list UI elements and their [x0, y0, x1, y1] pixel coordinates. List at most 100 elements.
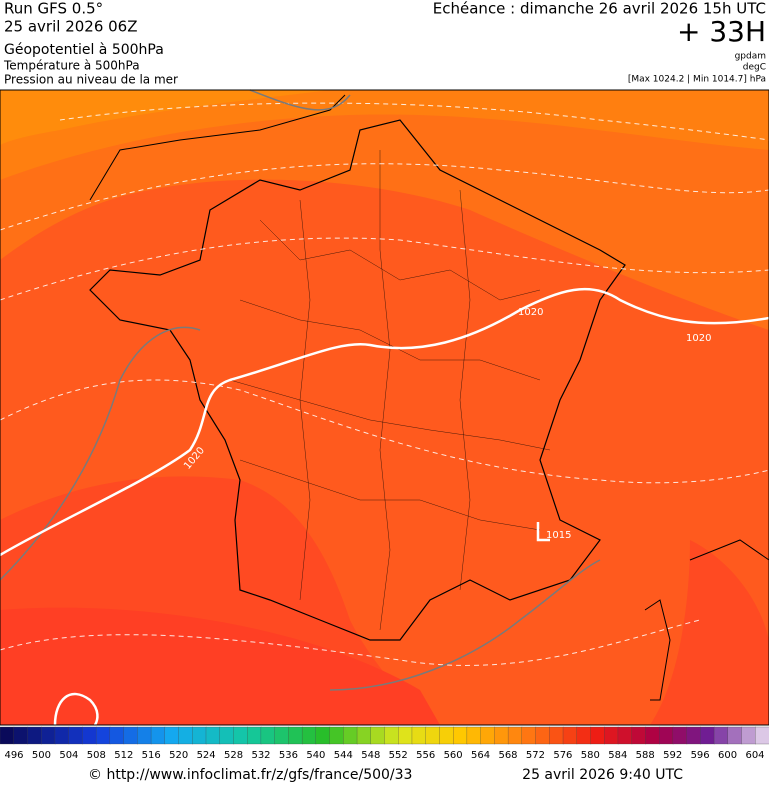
footer-generated: 25 avril 2026 9:40 UTC [522, 767, 683, 783]
colorbar-tick-label: 524 [197, 750, 216, 761]
colorbar-tick-label: 544 [334, 750, 353, 761]
map: 1020 1020 1020 1015 [0, 89, 769, 726]
colorbar-tick-label: 508 [87, 750, 106, 761]
colorbar-swatch [658, 726, 674, 745]
colorbar-swatch [713, 726, 729, 745]
field-band [0, 90, 330, 145]
colorbar-swatch [274, 726, 290, 745]
colorbar-swatch [576, 726, 592, 745]
colorbar-tick-label: 516 [142, 750, 161, 761]
colorbar-swatch [507, 726, 523, 745]
colorbar-swatch [590, 726, 605, 745]
colorbar-tick-label: 512 [114, 750, 133, 761]
colorbar-tick-label: 580 [581, 750, 600, 761]
colorbar-swatch [755, 726, 769, 745]
colorbar-tick-label: 596 [691, 750, 710, 761]
colorbar-tick-label: 552 [389, 750, 408, 761]
colorbar-swatch [411, 726, 427, 745]
colorbar-swatch [95, 726, 111, 745]
colorbar-tick-label: 504 [59, 750, 78, 761]
colorbar-swatch [123, 726, 138, 745]
colorbar-swatch [150, 726, 166, 745]
colorbar-tick-label: 576 [553, 750, 572, 761]
colorbar-swatch [41, 726, 56, 745]
colorbar-tick-label: 528 [224, 750, 243, 761]
colorbar-swatch [178, 726, 193, 745]
colorbar-tick-label: 536 [279, 750, 298, 761]
colorbar-swatch [288, 726, 303, 745]
valid-time: Echéance : dimanche 26 avril 2026 15h UT… [433, 0, 766, 18]
colorbar-tick-label: 600 [718, 750, 737, 761]
unit-geo: gpdam [735, 52, 766, 62]
colorbar-swatch [54, 726, 70, 745]
colorbar-swatch [370, 726, 386, 745]
isobar-label: 1020 [518, 307, 543, 318]
unit-temp: degC [743, 63, 766, 73]
field-main: Géopotentiel à 500hPa [4, 42, 164, 58]
colorbar-swatch [68, 726, 84, 745]
colorbar-tick-label: 520 [169, 750, 188, 761]
isobar-label: 1015 [546, 530, 571, 541]
colorbar-swatch [384, 726, 399, 745]
colorbar-swatch [398, 726, 413, 745]
colorbar-tick-label: 548 [361, 750, 380, 761]
departments [229, 150, 551, 631]
colorbar-swatch [192, 726, 207, 745]
colorbar-swatch [466, 726, 482, 745]
france-outline [89, 119, 626, 641]
colorbar-swatch [453, 726, 468, 745]
colorbar-tick-label: 588 [636, 750, 655, 761]
colorbar-swatch [260, 726, 276, 745]
colorbar-swatch [631, 726, 647, 745]
colorbar-swatch [686, 726, 701, 745]
lead-time: + 33H [677, 15, 766, 48]
colorbar-swatch [356, 726, 372, 745]
colorbar-tick-label: 496 [4, 750, 23, 761]
colorbar-tick-label: 592 [663, 750, 682, 761]
colorbar-swatch [727, 726, 743, 745]
isobars [0, 287, 769, 726]
colorbar-tick-label: 532 [251, 750, 270, 761]
run: Run GFS 0.5° [4, 0, 103, 18]
temperature-contours [0, 102, 769, 666]
colorbar-swatch [82, 726, 97, 745]
colorbar-tick-label: 568 [498, 750, 517, 761]
colorbar-swatch [480, 726, 496, 745]
colorbar-swatch [439, 726, 454, 745]
colorbar-swatch [617, 726, 633, 745]
colorbar-swatch [301, 726, 317, 745]
colorbar-swatch [27, 726, 42, 745]
colorbar-swatch [247, 726, 262, 745]
footer-source: © http://www.infoclimat.fr/z/gfs/france/… [88, 767, 412, 783]
colorbar-swatch [13, 726, 29, 745]
run-date: 25 avril 2026 06Z [4, 18, 138, 36]
colorbar-tick-label: 540 [306, 750, 325, 761]
field-band [0, 90, 769, 180]
colorbar-swatch [109, 726, 125, 745]
colorbar-swatch [741, 726, 756, 745]
colorbar-swatch [343, 726, 358, 745]
map-frame [0, 89, 769, 726]
field-temp: Température à 500hPa [3, 59, 140, 73]
colorbar-swatch [329, 726, 344, 745]
colorbar-tick-label: 604 [745, 750, 764, 761]
colorbar: 496 500 504 508 512 516 520 524 528 532 536 540 544 5… [0, 726, 769, 761]
colorbar-tick-label: 572 [526, 750, 545, 761]
colorbar-swatch [494, 726, 509, 745]
colorbar-tick-label: 500 [32, 750, 51, 761]
colorbar-swatch [205, 726, 221, 745]
colorbar-tick-label: 584 [608, 750, 627, 761]
colorbar-swatch [562, 726, 578, 745]
colorbar-swatch [535, 726, 550, 745]
isobar-label: 1020 [686, 333, 711, 344]
colorbar-swatch [672, 726, 688, 745]
field-band [650, 540, 769, 725]
colorbar-swatch [233, 726, 248, 745]
colorbar-swatch [0, 726, 15, 745]
field-band [0, 90, 769, 330]
colorbar-swatch [219, 726, 235, 745]
colorbar-tick-label: 560 [444, 750, 463, 761]
colorbar-swatch [700, 726, 715, 745]
